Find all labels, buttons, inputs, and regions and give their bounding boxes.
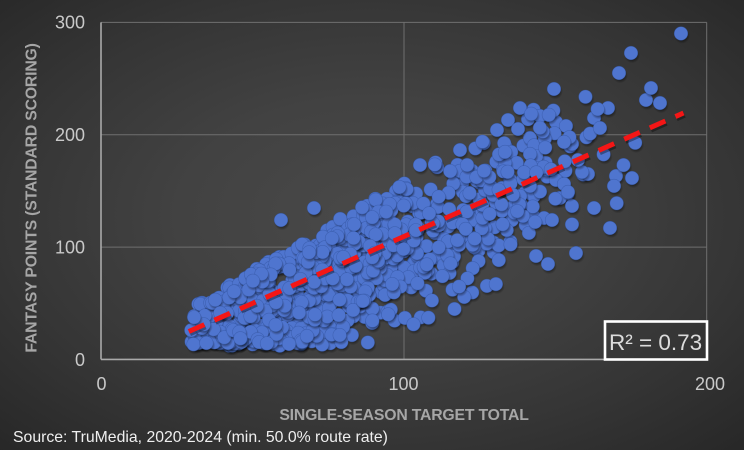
svg-text:FANTASY POINTS (STANDARD SCORI: FANTASY POINTS (STANDARD SCORING) — [24, 43, 41, 352]
svg-text:0: 0 — [96, 374, 106, 394]
svg-text:200: 200 — [695, 374, 725, 394]
svg-text:SINGLE-SEASON TARGET TOTAL: SINGLE-SEASON TARGET TOTAL — [279, 407, 529, 424]
svg-text:Source: TruMedia, 2020-2024 (m: Source: TruMedia, 2020-2024 (min. 50.0% … — [13, 429, 388, 446]
svg-text:100: 100 — [55, 238, 85, 258]
svg-text:0: 0 — [75, 350, 85, 370]
svg-text:200: 200 — [55, 125, 85, 145]
svg-text:100: 100 — [388, 374, 418, 394]
svg-text:300: 300 — [55, 13, 85, 33]
svg-text:R² = 0.73: R² = 0.73 — [609, 330, 702, 355]
